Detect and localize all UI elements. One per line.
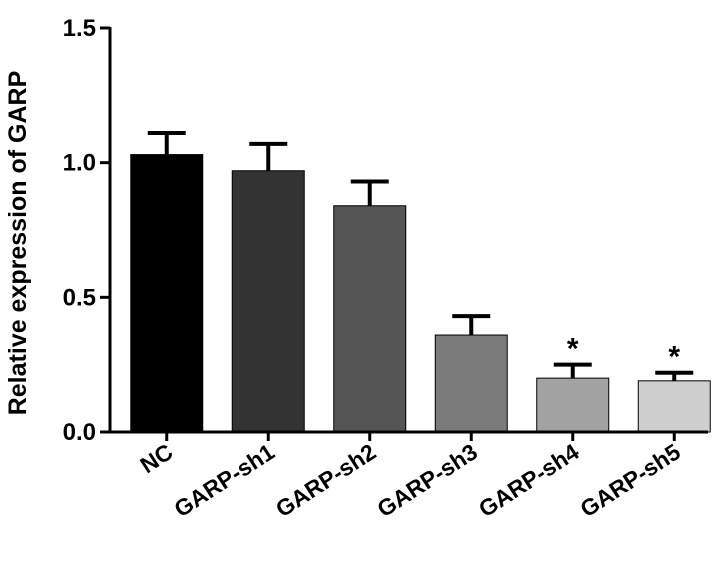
y-axis-title: Relative expression of GARP [4,71,32,416]
x-tick-label: GARP-sh4 [474,438,584,522]
significance-label: * [668,341,680,374]
bar [231,170,305,433]
x-tick-label: GARP-sh2 [271,438,381,522]
bar [637,380,711,433]
bar [434,334,508,433]
x-tick-label: GARP-sh3 [372,438,482,522]
bar [130,154,204,433]
significance-label: * [567,333,579,366]
x-tick-label: GARP-sh5 [575,438,685,522]
error-bars-group [147,131,694,381]
bars-group [130,154,711,433]
bar [536,377,610,433]
significance-group: * * [567,333,681,374]
x-tick-label: GARP-sh1 [169,438,279,522]
y-tick-label: 1.0 [63,150,96,177]
y-tick-label: 0.0 [63,419,96,446]
y-tick-label: 1.5 [63,15,96,42]
x-tick-label: NC [135,438,177,478]
y-tick-label: 0.5 [63,284,96,311]
bar [333,205,407,433]
